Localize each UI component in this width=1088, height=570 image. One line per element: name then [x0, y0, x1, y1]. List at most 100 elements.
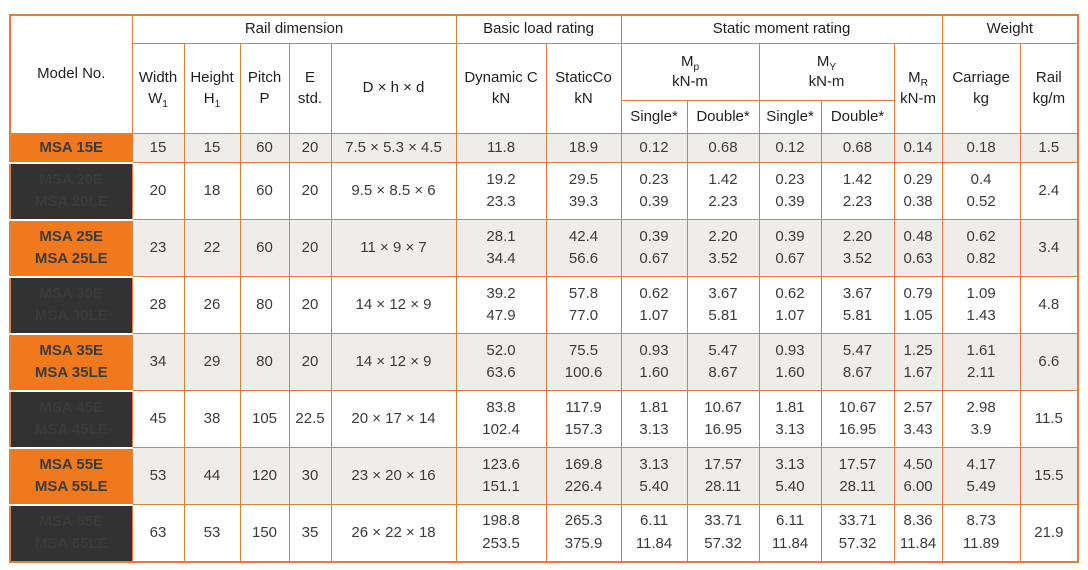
data-cell: 0.93 1.60 — [620, 333, 688, 391]
group-header-weight: Weight — [941, 14, 1079, 44]
group-header-static-moment-rating: Static moment rating — [620, 14, 943, 44]
data-cell: 3.67 5.81 — [686, 276, 760, 334]
data-cell: 1.5 — [1019, 133, 1079, 163]
data-cell: 11.5 — [1019, 390, 1079, 448]
col-header-height: Height H1 — [183, 43, 241, 134]
data-cell: 44 — [183, 447, 241, 505]
data-cell: 60 — [239, 162, 290, 220]
data-cell: 11.8 — [455, 133, 547, 163]
table-row: MSA 65E MSA 65LE 63 53 150 35 26 × 22 × 18 198.… — [9, 503, 1079, 562]
group-header-rail-dimension: Rail dimension — [131, 14, 457, 44]
col-header-mr: MR kN-m — [893, 43, 943, 134]
data-cell: 17.57 28.11 — [820, 447, 895, 505]
data-cell: 8.73 11.89 — [941, 504, 1021, 562]
data-cell: 2.57 3.43 — [893, 390, 943, 448]
data-cell: 53 — [131, 447, 185, 505]
data-cell: 22 — [183, 219, 241, 277]
model-cell: MSA 55E MSA 55LE — [9, 446, 133, 505]
data-cell: 19.2 23.3 — [455, 162, 547, 220]
data-cell: 34 — [131, 333, 185, 391]
data-cell: 265.3 375.9 — [545, 504, 622, 562]
data-cell: 63 — [131, 504, 185, 562]
data-cell: 20 — [288, 219, 332, 277]
col-header-carriage: Carriage kg — [941, 43, 1021, 134]
data-cell: 14 × 12 × 9 — [330, 276, 457, 334]
data-cell: 60 — [239, 133, 290, 163]
data-cell: 22.5 — [288, 390, 332, 448]
model-cell: MSA 65E MSA 65LE — [9, 503, 133, 562]
data-cell: 5.47 8.67 — [820, 333, 895, 391]
col-header-model: Model No. — [9, 14, 133, 134]
col-header-my-single: Single* — [758, 100, 822, 134]
data-cell: 57.8 77.0 — [545, 276, 622, 334]
data-cell: 18.9 — [545, 133, 622, 163]
data-cell: 20 — [288, 333, 332, 391]
data-cell: 198.8 253.5 — [455, 504, 547, 562]
spec-table: Model No. Rail dimension Basic load rati… — [9, 14, 1080, 563]
data-cell: 0.4 0.52 — [941, 162, 1021, 220]
spec-table-body: MSA 15E 15 15 60 20 7.5 × 5.3 × 4.5 11.8 18.9 0.… — [9, 133, 1079, 562]
data-cell: 0.62 0.82 — [941, 219, 1021, 277]
data-cell: 0.39 0.67 — [620, 219, 688, 277]
data-cell: 38 — [183, 390, 241, 448]
table-row: MSA 45E MSA 45LE 45 38 105 22.5 20 × 17 × 14 83… — [9, 389, 1079, 448]
data-cell: 2.98 3.9 — [941, 390, 1021, 448]
data-cell: 75.5 100.6 — [545, 333, 622, 391]
data-cell: 3.13 5.40 — [758, 447, 822, 505]
data-cell: 1.81 3.13 — [620, 390, 688, 448]
data-cell: 0.68 — [820, 133, 895, 163]
data-cell: 11 × 9 × 7 — [330, 219, 457, 277]
col-header-mp: Mp kN-m — [620, 43, 760, 101]
table-row: MSA 20E MSA 20LE 20 18 60 20 9.5 × 8.5 × 6 19.2… — [9, 161, 1079, 220]
data-cell: 52.0 63.6 — [455, 333, 547, 391]
data-cell: 0.12 — [758, 133, 822, 163]
header-group-row: Model No. Rail dimension Basic load rati… — [9, 14, 1079, 134]
data-cell: 0.14 — [893, 133, 943, 163]
table-header: Model No. Rail dimension Basic load rati… — [9, 14, 1079, 134]
data-cell: 29 — [183, 333, 241, 391]
data-cell: 6.11 11.84 — [620, 504, 688, 562]
data-cell: 28.1 34.4 — [455, 219, 547, 277]
data-cell: 80 — [239, 276, 290, 334]
data-cell: 2.20 3.52 — [820, 219, 895, 277]
data-cell: 21.9 — [1019, 504, 1079, 562]
data-cell: 0.93 1.60 — [758, 333, 822, 391]
col-header-my-double: Double* — [820, 100, 895, 134]
data-cell: 45 — [131, 390, 185, 448]
data-cell: 1.42 2.23 — [820, 162, 895, 220]
data-cell: 83.8 102.4 — [455, 390, 547, 448]
col-header-mp-double: Double* — [686, 100, 760, 134]
data-cell: 105 — [239, 390, 290, 448]
data-cell: 14 × 12 × 9 — [330, 333, 457, 391]
data-cell: 2.20 3.52 — [686, 219, 760, 277]
model-cell: MSA 30E MSA 30LE — [9, 275, 133, 334]
col-header-pitch: Pitch P — [239, 43, 290, 134]
model-cell: MSA 45E MSA 45LE — [9, 389, 133, 448]
data-cell: 20 — [288, 276, 332, 334]
data-cell: 169.8 226.4 — [545, 447, 622, 505]
col-header-rail-kgm: Rail kg/m — [1019, 43, 1079, 134]
data-cell: 8.36 11.84 — [893, 504, 943, 562]
data-cell: 0.79 1.05 — [893, 276, 943, 334]
col-header-static-co: StaticCo kN — [545, 43, 622, 134]
data-cell: 26 × 22 × 18 — [330, 504, 457, 562]
data-cell: 10.67 16.95 — [820, 390, 895, 448]
table-row: MSA 35E MSA 35LE 34 29 80 20 14 × 12 × 9 52.0 63… — [9, 332, 1079, 391]
model-cell: MSA 35E MSA 35LE — [9, 332, 133, 391]
data-cell: 1.42 2.23 — [686, 162, 760, 220]
data-cell: 0.39 0.67 — [758, 219, 822, 277]
data-cell: 3.4 — [1019, 219, 1079, 277]
data-cell: 3.13 5.40 — [620, 447, 688, 505]
data-cell: 1.61 2.11 — [941, 333, 1021, 391]
table-row: MSA 15E 15 15 60 20 7.5 × 5.3 × 4.5 11.8 18.9 0.… — [9, 133, 1079, 163]
data-cell: 150 — [239, 504, 290, 562]
data-cell: 26 — [183, 276, 241, 334]
data-cell: 20 — [288, 133, 332, 163]
data-cell: 33.71 57.32 — [820, 504, 895, 562]
data-cell: 7.5 × 5.3 × 4.5 — [330, 133, 457, 163]
data-cell: 17.57 28.11 — [686, 447, 760, 505]
